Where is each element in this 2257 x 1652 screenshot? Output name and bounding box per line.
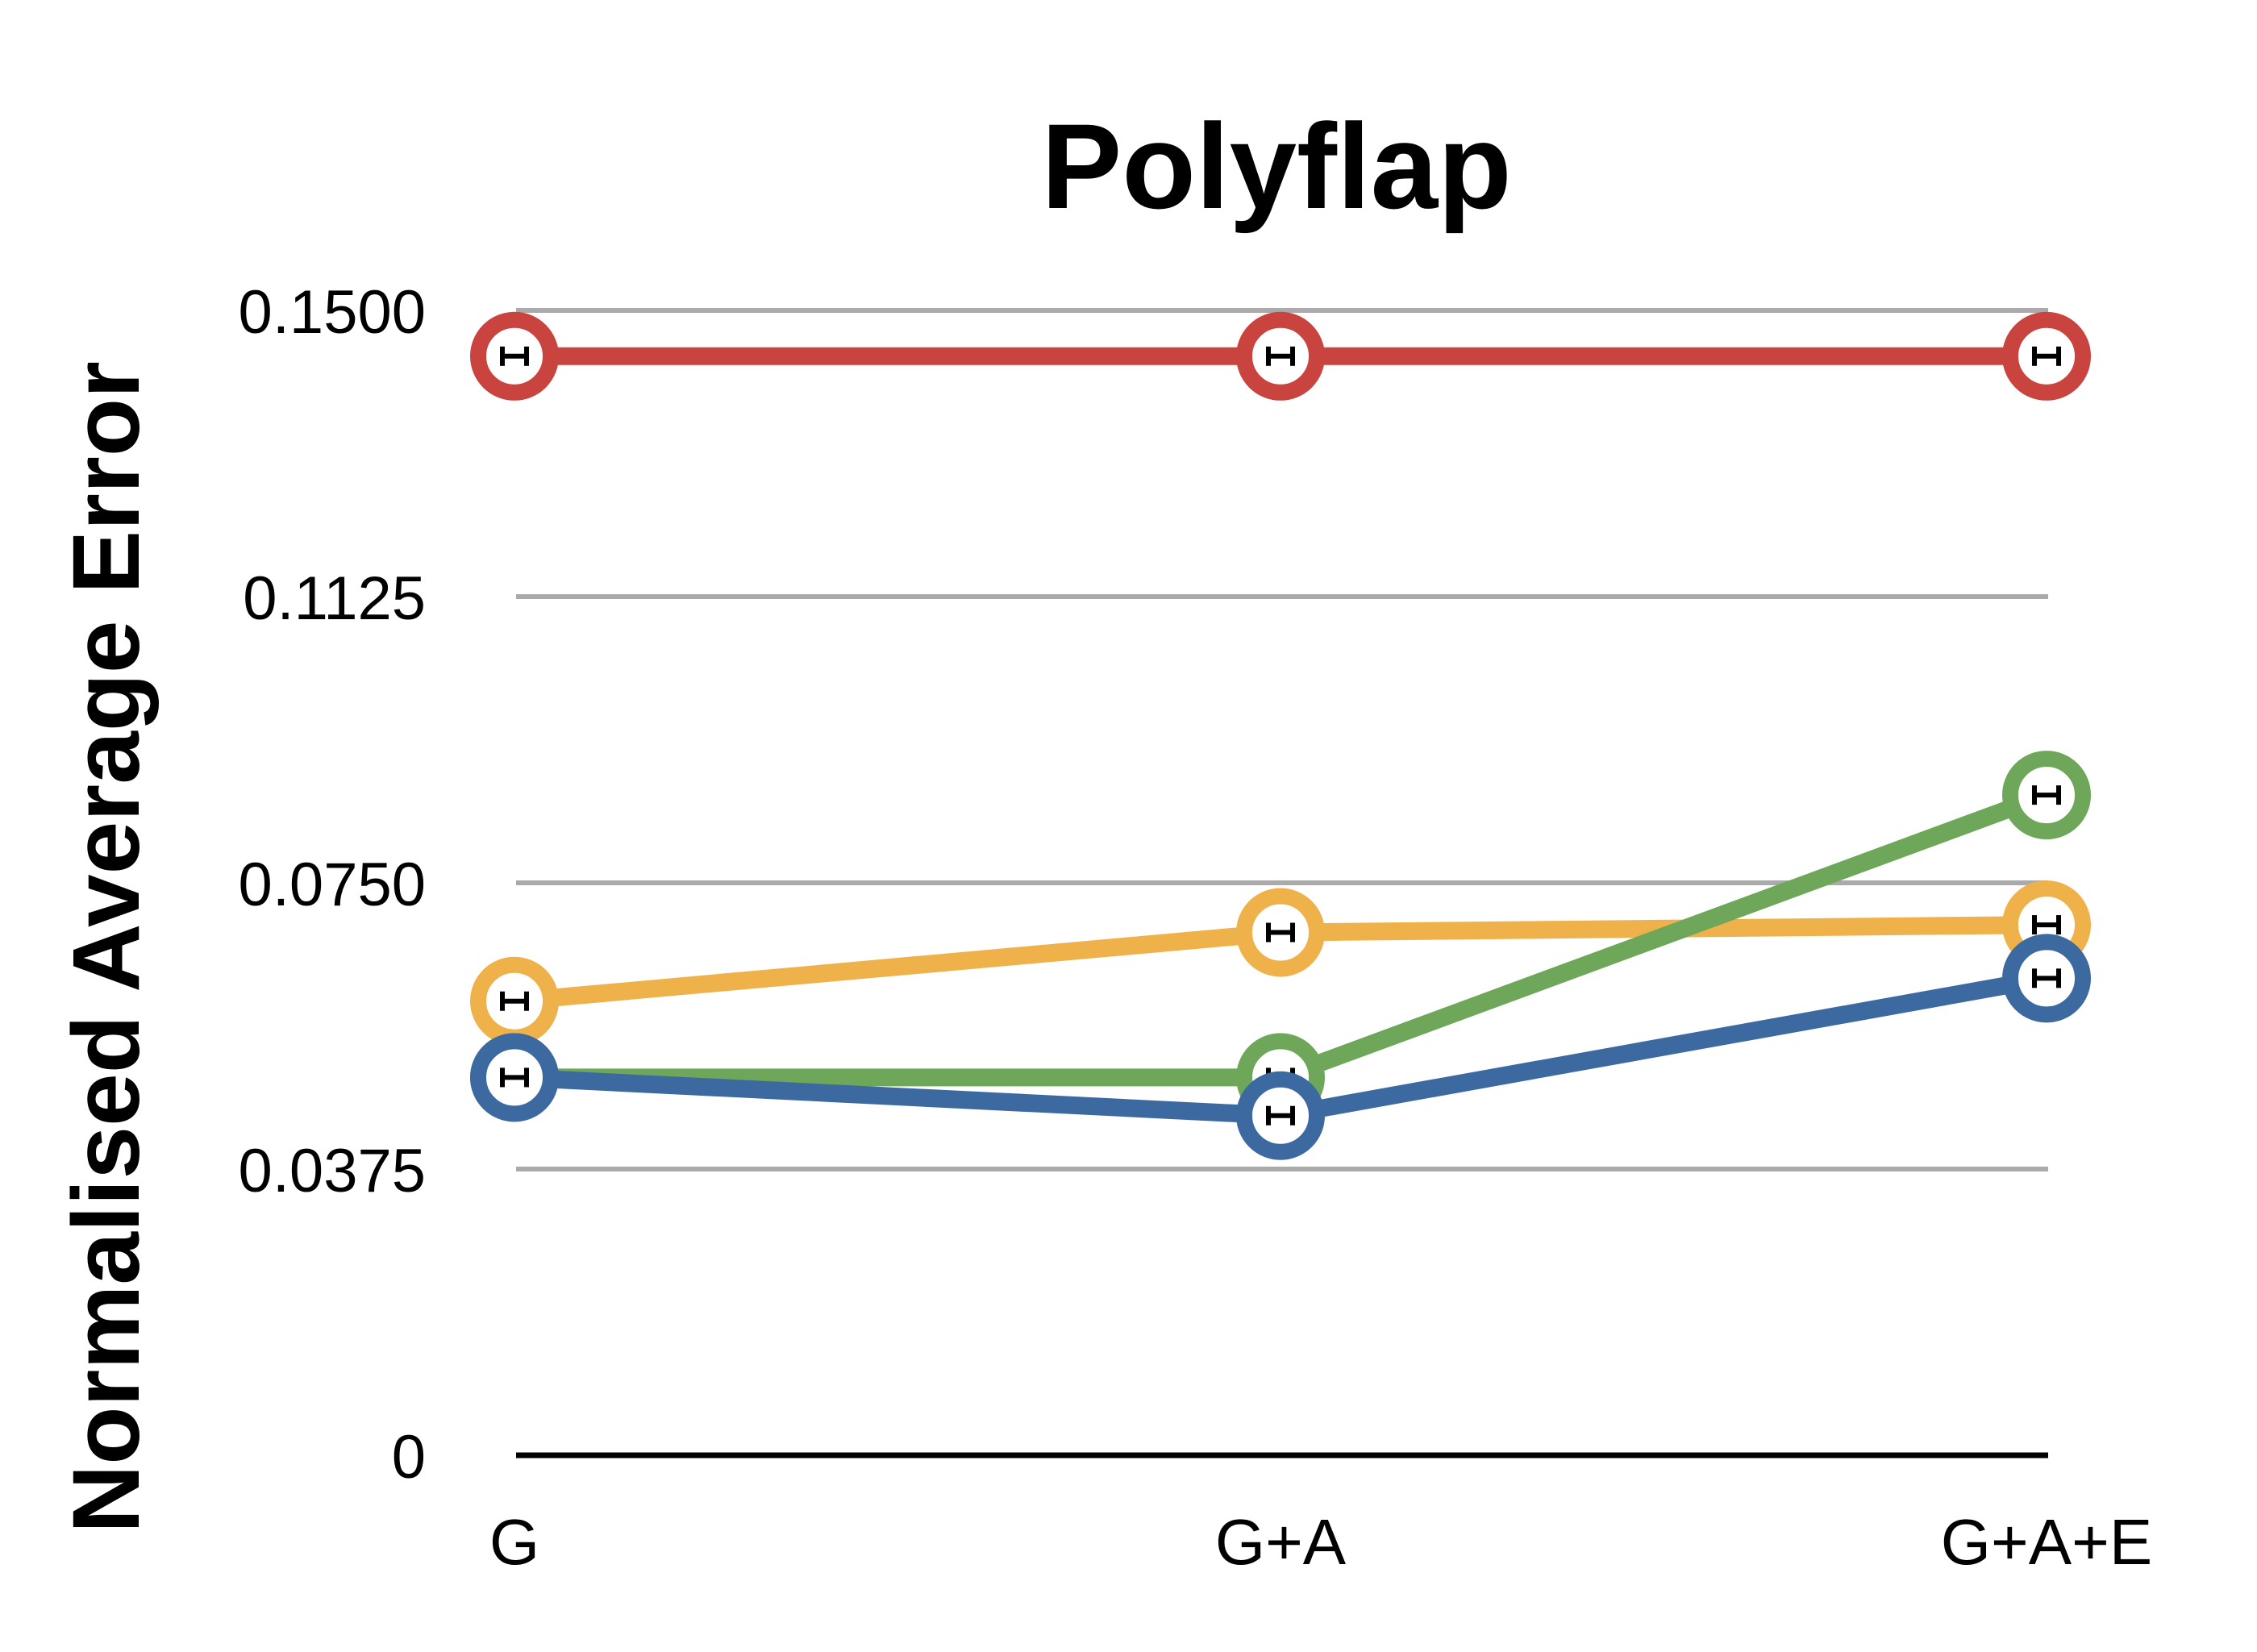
series-group (470, 934, 2091, 1160)
y-tick-label: 0.0375 (239, 1137, 426, 1205)
error-bar (500, 991, 529, 1011)
error-bar (1266, 346, 1295, 366)
error-bar (2032, 915, 2061, 935)
error-bar (500, 346, 529, 366)
y-tick-label: 0.0750 (239, 851, 426, 919)
y-axis-label: Normalised Average Error (53, 361, 160, 1533)
y-tick-labels: 0 0.0375 0.0750 0.1125 0.1500 (239, 278, 426, 1492)
series-group (470, 311, 2091, 401)
x-tick-labels: G G+A G+A+E (489, 1506, 2152, 1578)
y-tick-label: 0.1500 (239, 278, 426, 347)
error-bar (2032, 346, 2061, 366)
error-bar (1266, 1105, 1295, 1126)
chart-title: Polyflap (1041, 98, 1511, 234)
error-bar (1266, 922, 1295, 943)
error-bar (2032, 968, 2061, 988)
error-bar (500, 1067, 529, 1088)
error-bar (2032, 785, 2061, 805)
y-tick-label: 0.1125 (243, 564, 426, 633)
x-tick-label: G (489, 1506, 539, 1578)
x-tick-label: G+A (1215, 1506, 1347, 1578)
series-lines (470, 311, 2091, 1160)
y-tick-label: 0 (392, 1423, 426, 1492)
x-tick-label: G+A+E (1941, 1506, 2152, 1578)
